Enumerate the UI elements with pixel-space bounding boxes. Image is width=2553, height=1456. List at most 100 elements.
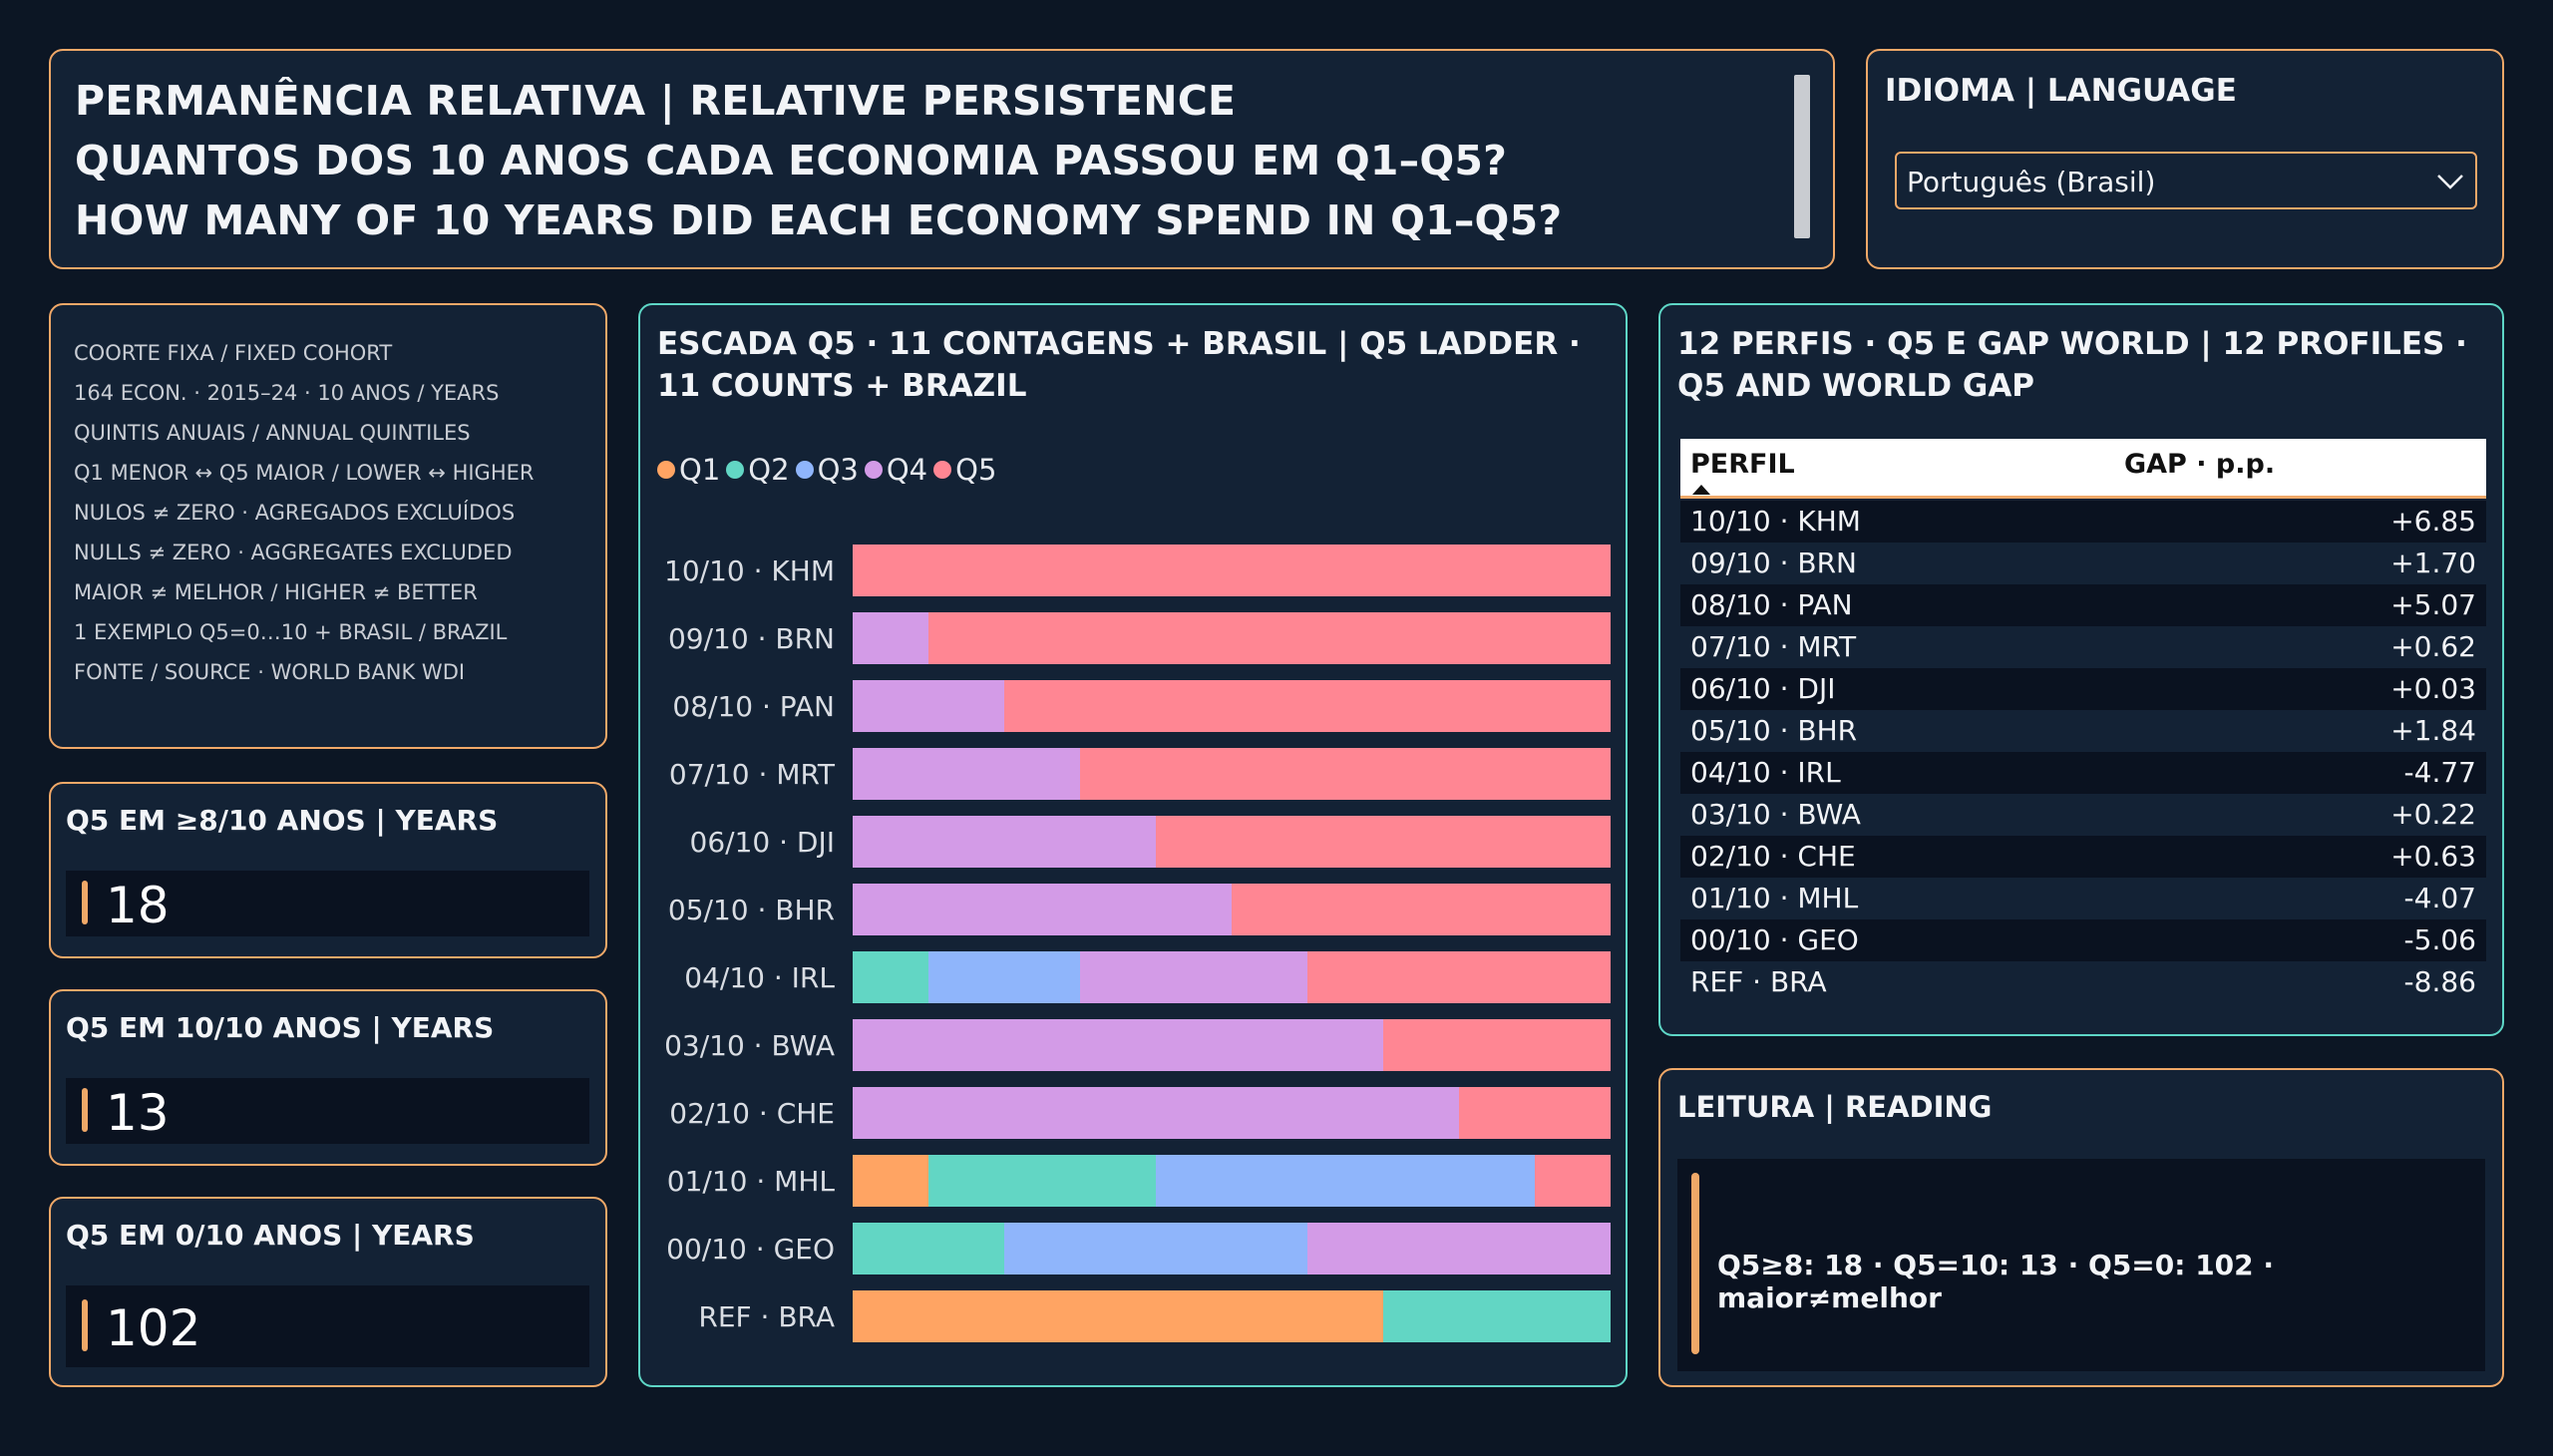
profiles-table-panel: 12 PERFIS · Q5 E GAP WORLD | 12 PROFILES… [1658, 303, 2504, 1036]
note-line: MAIOR ≠ MELHOR / HIGHER ≠ BETTER [74, 580, 478, 604]
bar-segment-q3[interactable] [1156, 1155, 1535, 1207]
bar-segment-q4[interactable] [853, 748, 1080, 800]
bar-segment-q2[interactable] [1383, 1290, 1611, 1342]
bar-segment-q4[interactable] [853, 680, 1004, 732]
bar-segment-q2[interactable] [853, 1223, 1004, 1274]
bar-segment-q5[interactable] [1383, 1019, 1611, 1071]
cell-perfil: 03/10 · BWA [1690, 798, 1861, 831]
cell-gap: +1.84 [2390, 714, 2476, 747]
kpi-value: 102 [106, 1299, 201, 1357]
table-row[interactable]: 08/10 · PAN +5.07 [1680, 584, 2486, 626]
cell-gap: -4.77 [2403, 756, 2476, 789]
column-header-gap[interactable]: GAP · p.p. [2124, 449, 2276, 480]
header-scrollbar[interactable] [1794, 75, 1810, 238]
table-row[interactable]: 01/10 · MHL -4.07 [1680, 878, 2486, 919]
cell-perfil: 04/10 · IRL [1690, 756, 1841, 789]
bar-segment-q5[interactable] [1459, 1087, 1611, 1139]
bar-segment-q5[interactable] [1535, 1155, 1611, 1207]
kpi-value: 13 [106, 1084, 170, 1142]
kpi-card-q5-ge8: Q5 EM ≥8/10 ANOS | YEARS 18 [49, 782, 607, 958]
cell-gap: -8.86 [2403, 965, 2476, 998]
cell-gap: +5.07 [2390, 588, 2476, 621]
header-panel: PERMANÊNCIA RELATIVA | RELATIVE PERSISTE… [49, 49, 1835, 269]
table-row[interactable]: 09/10 · BRN +1.70 [1680, 543, 2486, 584]
cell-perfil: 05/10 · BHR [1690, 714, 1858, 747]
table-row[interactable]: REF · BRA -8.86 [1680, 961, 2486, 1003]
bar-segment-q5[interactable] [1156, 816, 1611, 868]
bar-segment-q2[interactable] [928, 1155, 1156, 1207]
bar-segment-q5[interactable] [1080, 748, 1611, 800]
y-tick-label: 10/10 · KHM [664, 554, 835, 587]
legend-dot [795, 461, 814, 479]
note-line: NULOS ≠ ZERO · AGREGADOS EXCLUÍDOS [74, 501, 516, 525]
column-header-perfil[interactable]: PERFIL [1690, 449, 1795, 480]
table-row[interactable]: 07/10 · MRT +0.62 [1680, 626, 2486, 668]
kpi-value-box: 102 [66, 1285, 589, 1367]
bar-segment-q3[interactable] [928, 951, 1080, 1003]
cell-gap: +0.03 [2390, 672, 2476, 705]
y-tick-label: REF · BRA [698, 1300, 835, 1333]
bar-segment-q4[interactable] [853, 1087, 1459, 1139]
table-row[interactable]: 03/10 · BWA +0.22 [1680, 794, 2486, 836]
table-row[interactable]: 06/10 · DJI +0.03 [1680, 668, 2486, 710]
cell-gap: +0.63 [2390, 840, 2476, 873]
sort-ascending-icon[interactable] [1692, 485, 1710, 495]
bar-segment-q5[interactable] [1232, 884, 1611, 935]
cell-perfil: 10/10 · KHM [1690, 505, 1861, 538]
cell-gap: +0.22 [2390, 798, 2476, 831]
legend-item-q1[interactable]: Q1 [657, 453, 720, 487]
table-row[interactable]: 05/10 · BHR +1.84 [1680, 710, 2486, 752]
bar-segment-q4[interactable] [1080, 951, 1307, 1003]
legend-item-q4[interactable]: Q4 [864, 453, 928, 487]
bar-segment-q4[interactable] [853, 612, 928, 664]
legend-item-q3[interactable]: Q3 [795, 453, 859, 487]
kpi-card-q5-eq10: Q5 EM 10/10 ANOS | YEARS 13 [49, 989, 607, 1166]
cell-gap: -4.07 [2403, 882, 2476, 914]
kpi-value-box: 18 [66, 871, 589, 936]
kpi-value: 18 [106, 877, 170, 934]
language-panel: IDIOMA | LANGUAGE Português (Brasil) [1866, 49, 2504, 269]
table-row[interactable]: 02/10 · CHE +0.63 [1680, 836, 2486, 878]
bar-segment-q1[interactable] [853, 1155, 928, 1207]
language-title: IDIOMA | LANGUAGE [1885, 73, 2237, 109]
bar-segment-q4[interactable] [853, 884, 1232, 935]
bar-segment-q4[interactable] [853, 816, 1156, 868]
bar-segment-q5[interactable] [1307, 951, 1611, 1003]
bar-segment-q3[interactable] [1004, 1223, 1307, 1274]
bar-segment-q5[interactable] [1004, 680, 1611, 732]
reading-title: LEITURA | READING [1677, 1090, 1993, 1124]
y-tick-label: 01/10 · MHL [667, 1165, 836, 1198]
legend-item-q2[interactable]: Q2 [726, 453, 790, 487]
cell-gap: -5.06 [2403, 923, 2476, 956]
cell-perfil: 07/10 · MRT [1690, 630, 1857, 663]
y-tick-label: 03/10 · BWA [664, 1029, 835, 1062]
legend-dot [933, 461, 952, 479]
y-tick-label: 04/10 · IRL [684, 961, 835, 994]
table-row[interactable]: 04/10 · IRL -4.77 [1680, 752, 2486, 794]
bar-segment-q4[interactable] [1307, 1223, 1611, 1274]
y-tick-label: 08/10 · PAN [672, 690, 835, 723]
y-tick-label: 02/10 · CHE [669, 1097, 835, 1130]
kpi-title: Q5 EM 10/10 ANOS | YEARS [66, 1011, 495, 1044]
legend-label: Q2 [748, 453, 790, 487]
note-line: 164 ECON. · 2015–24 · 10 ANOS / YEARS [74, 381, 500, 405]
cell-gap: +1.70 [2390, 546, 2476, 579]
legend-label: Q4 [886, 453, 928, 487]
cell-perfil: 08/10 · PAN [1690, 588, 1853, 621]
bar-segment-q5[interactable] [928, 612, 1611, 664]
table-row[interactable]: 10/10 · KHM +6.85 [1680, 501, 2486, 543]
note-line: FONTE / SOURCE · WORLD BANK WDI [74, 660, 466, 684]
y-tick-label: 09/10 · BRN [668, 622, 835, 655]
language-selected-value: Português (Brasil) [1907, 166, 2156, 198]
kpi-title: Q5 EM 0/10 ANOS | YEARS [66, 1219, 475, 1252]
notes-panel: COORTE FIXA / FIXED COHORT 164 ECON. · 2… [49, 303, 607, 749]
language-select[interactable]: Português (Brasil) [1895, 152, 2477, 209]
bar-segment-q2[interactable] [853, 951, 928, 1003]
bar-segment-q1[interactable] [853, 1290, 1383, 1342]
table-body: 10/10 · KHM +6.85 09/10 · BRN +1.70 08/10 · … [1680, 501, 2486, 1003]
bar-segment-q4[interactable] [853, 1019, 1383, 1071]
bar-segment-q5[interactable] [853, 545, 1611, 596]
legend-item-q5[interactable]: Q5 [933, 453, 996, 487]
chart-plot: 10/10 · KHM 09/10 · BRN 08/10 · PAN 07/10 ·… [664, 545, 1611, 1342]
table-row[interactable]: 00/10 · GEO -5.06 [1680, 919, 2486, 961]
